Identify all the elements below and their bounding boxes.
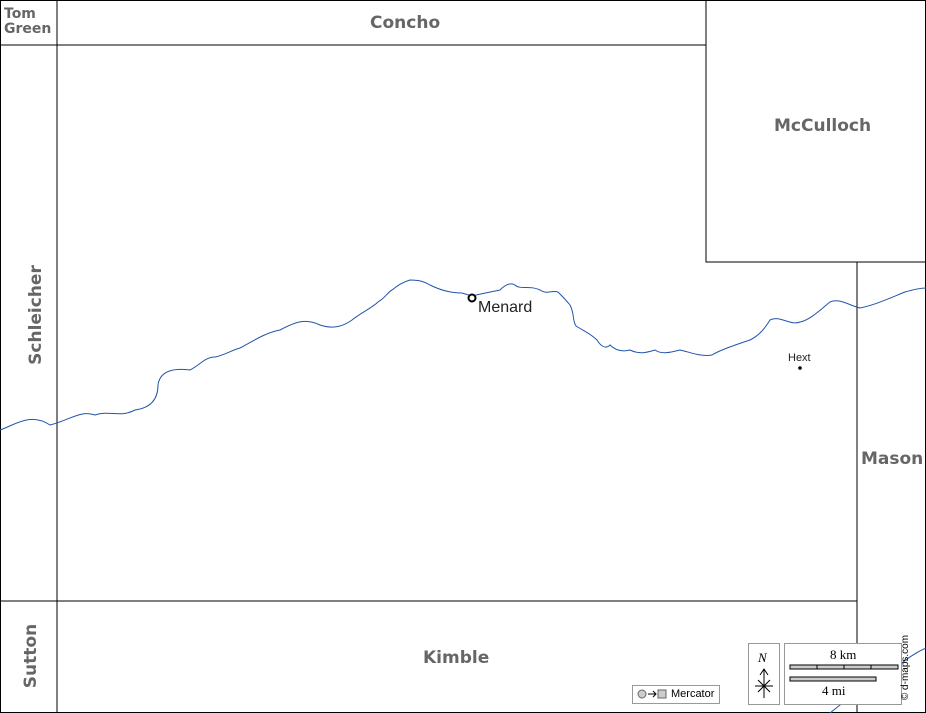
river	[0, 279, 926, 431]
county-label: McCulloch	[774, 116, 872, 136]
city-label: Menard	[478, 299, 533, 316]
county-label: Mason	[861, 449, 924, 469]
county-label: Concho	[370, 13, 441, 33]
county-label: Sutton	[21, 623, 42, 689]
city-marker	[467, 293, 477, 303]
county-label: Kimble	[423, 648, 490, 668]
scale-metric: 8 km	[830, 647, 857, 662]
credit: © d-maps.com	[900, 634, 912, 701]
town-label: Hext	[788, 352, 811, 364]
county-label: Schleicher	[25, 265, 46, 365]
town-marker	[798, 366, 802, 370]
compass-label: N	[758, 650, 767, 665]
scale-imperial: 4 mi	[822, 683, 846, 698]
scale-box	[784, 643, 902, 705]
projection-box	[632, 685, 720, 704]
projection-label: Mercator	[671, 688, 715, 700]
county-label: Tom Green	[4, 6, 52, 37]
compass-box	[748, 643, 780, 705]
